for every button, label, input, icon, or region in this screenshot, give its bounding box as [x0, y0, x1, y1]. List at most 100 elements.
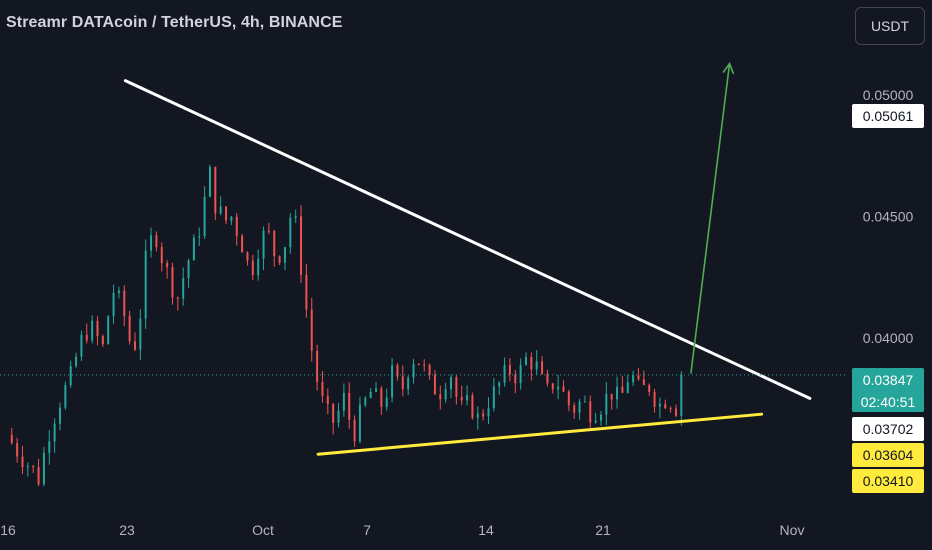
candle-body [278, 256, 281, 263]
candle [680, 371, 683, 426]
candle-body [251, 260, 254, 276]
candle-body [101, 336, 104, 345]
candle [358, 396, 361, 444]
candle [551, 382, 554, 394]
candle [208, 164, 211, 198]
candle [466, 385, 469, 406]
candle-body [107, 316, 110, 345]
candle [37, 458, 40, 487]
candle [214, 166, 217, 221]
candle [182, 267, 185, 306]
candle-body [626, 382, 629, 393]
candle [203, 186, 206, 239]
candle-body [187, 260, 190, 279]
drawings-layer [123, 62, 812, 456]
candle-body [225, 206, 228, 221]
projection-arrowhead [722, 62, 735, 75]
currency-button[interactable]: USDT [855, 7, 925, 45]
price-badge-bg [852, 368, 924, 412]
candle [326, 388, 329, 414]
candle [332, 402, 335, 435]
candle-body [144, 250, 147, 319]
candle [621, 375, 624, 394]
candle-body [337, 410, 340, 423]
candles-layer [10, 164, 683, 487]
chart-title: Streamr DATAcoin / TetherUS, 4h, BINANCE [6, 14, 343, 31]
candle-body [476, 413, 479, 418]
price-badge-label: 0.03702 [863, 421, 914, 437]
time-tick-label: Nov [780, 522, 805, 538]
candle-body [32, 465, 35, 467]
price-badge-bg [852, 417, 924, 441]
candle-body [192, 237, 195, 261]
candle-countdown: 02:40:51 [861, 394, 916, 410]
candle [562, 380, 565, 393]
candle-body [664, 403, 667, 409]
candle-body [674, 408, 677, 416]
candle-body [294, 216, 297, 218]
price-badge: 0.03604 [852, 443, 924, 467]
candle-body [155, 235, 158, 248]
candle-body [48, 441, 51, 453]
candle-body [42, 452, 45, 485]
candle-body [58, 407, 61, 424]
candle-body [637, 375, 640, 380]
breakout-projection-line[interactable] [690, 62, 731, 374]
candle-body [482, 413, 485, 417]
candle [262, 226, 265, 271]
candle-body [91, 320, 94, 341]
candle [128, 310, 131, 345]
candle-body [535, 361, 538, 370]
candle-body [450, 377, 453, 390]
price-badge: 0.03847 02:40:51 [852, 368, 924, 412]
candle-body [530, 356, 533, 370]
candle [348, 382, 351, 429]
candle-body [358, 404, 361, 442]
candle [455, 374, 458, 405]
candle-body [407, 377, 410, 390]
candle-body [182, 278, 185, 299]
candle [391, 357, 394, 403]
candle [278, 255, 281, 266]
candle-body [557, 386, 560, 390]
candle [353, 415, 356, 448]
candle-body [487, 408, 490, 417]
candle [80, 330, 83, 361]
price-axis[interactable]: 0.05000 0.04500 0.04000 [863, 87, 914, 346]
candle [444, 382, 447, 403]
candle [10, 428, 13, 445]
candle-body [514, 374, 517, 384]
candle-body [680, 374, 683, 416]
candle-body [460, 396, 463, 401]
candle [396, 363, 399, 381]
candle-body [380, 388, 383, 407]
candle [589, 395, 592, 429]
candle-body [283, 247, 286, 263]
candle-body [578, 401, 581, 413]
candle-body [37, 466, 40, 485]
candle-body [503, 364, 506, 383]
candle [267, 222, 270, 235]
candle [380, 386, 383, 415]
candle [225, 205, 228, 225]
descending-resistance-line[interactable] [123, 79, 812, 400]
candle [337, 402, 340, 428]
candle [476, 406, 479, 430]
candle-body [471, 395, 474, 418]
candle [342, 383, 345, 417]
ascending-support-line[interactable] [316, 412, 764, 456]
time-tick-label: 16 [0, 522, 16, 538]
candle [460, 385, 463, 406]
candle [508, 358, 511, 382]
candle-body [610, 393, 613, 400]
candle-body [589, 401, 592, 423]
time-axis[interactable]: 16 23 Oct 7 14 21 Nov [0, 522, 804, 538]
candle-body [573, 405, 576, 413]
candle-body [546, 373, 549, 384]
candle [300, 205, 303, 283]
candle [583, 395, 586, 403]
candle-body [128, 316, 131, 342]
candle-body [433, 374, 436, 395]
candle-body [616, 386, 619, 400]
